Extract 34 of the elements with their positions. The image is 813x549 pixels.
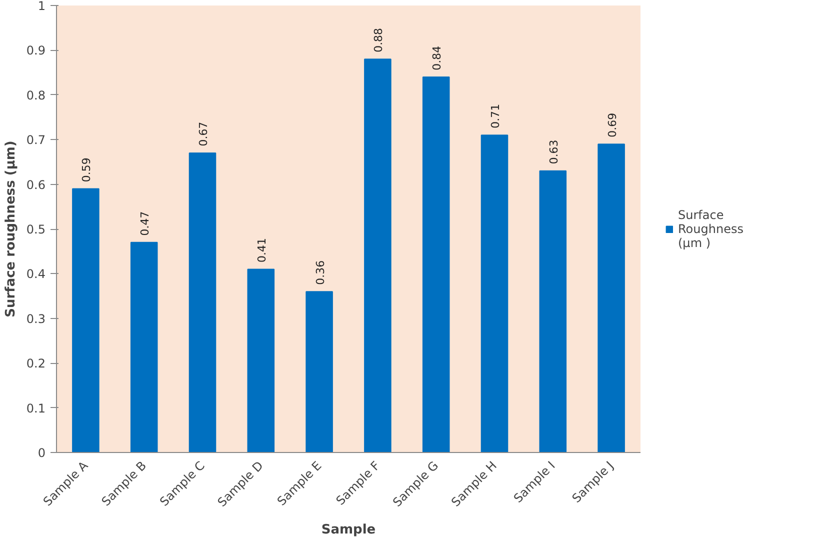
y-tick-label: 0.1 xyxy=(26,401,46,416)
data-label: 0.47 xyxy=(138,211,152,236)
bar xyxy=(247,268,275,452)
y-tick-label: 0.5 xyxy=(26,222,46,236)
y-tick-label: 0.4 xyxy=(26,267,46,282)
y-tick-label: 0.7 xyxy=(26,133,46,148)
y-tick-label: 0.9 xyxy=(26,44,46,58)
x-axis-title: Sample xyxy=(321,522,376,538)
data-label: 0.59 xyxy=(80,158,94,182)
data-label: 0.67 xyxy=(197,122,210,146)
y-tick-label: 1 xyxy=(38,0,46,13)
bar xyxy=(188,152,216,452)
data-label: 0.88 xyxy=(372,28,386,52)
y-tick-label: 0.3 xyxy=(26,312,46,326)
data-label: 0.71 xyxy=(489,104,502,128)
legend-label: Surface Roughness (µm ) xyxy=(678,208,744,250)
y-tick-label: 0 xyxy=(38,446,46,460)
data-label: 0.63 xyxy=(547,140,560,164)
bar xyxy=(364,58,392,452)
data-label: 0.84 xyxy=(430,46,444,70)
y-axis-title: Surface roughness (µm) xyxy=(3,140,18,318)
data-label: 0.41 xyxy=(255,238,268,263)
bar xyxy=(539,170,567,452)
data-label: 0.36 xyxy=(314,260,327,285)
bar xyxy=(598,144,625,452)
bar xyxy=(480,134,508,452)
y-tick-label: 0.2 xyxy=(26,356,46,371)
y-tick-label: 0.6 xyxy=(26,178,46,192)
bar xyxy=(130,242,158,452)
data-label: 0.69 xyxy=(606,112,619,138)
bar xyxy=(306,291,333,452)
bar xyxy=(72,188,100,452)
y-tick-label: 0.8 xyxy=(26,88,46,102)
bar xyxy=(422,76,450,452)
